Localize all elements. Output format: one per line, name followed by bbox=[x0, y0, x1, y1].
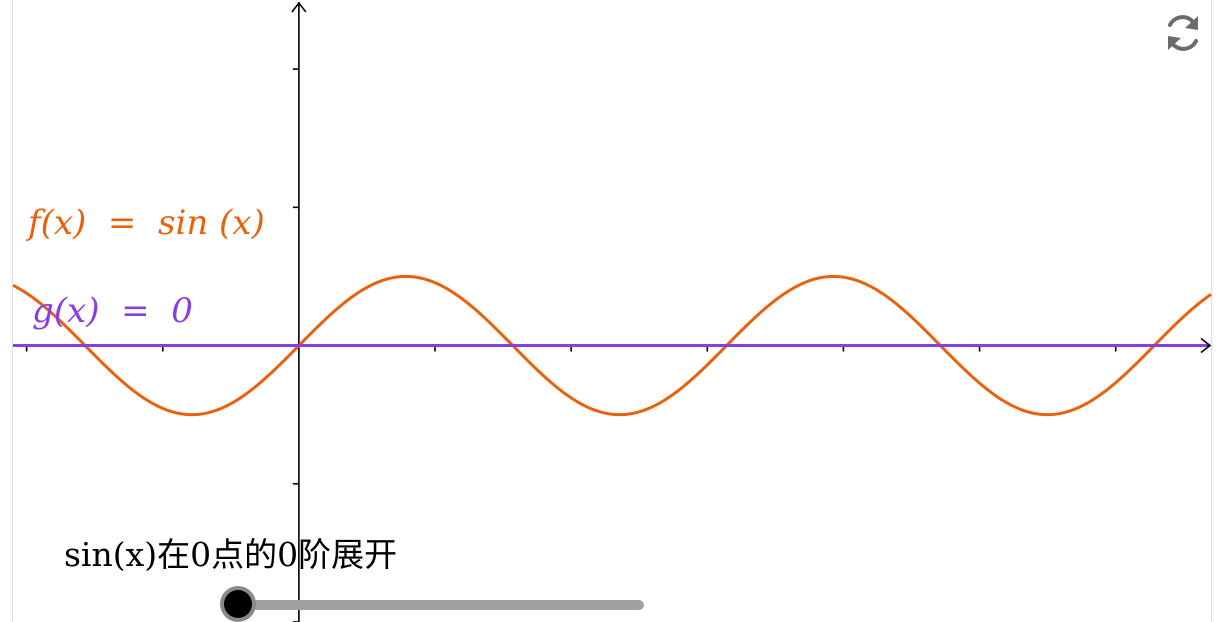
refresh-icon bbox=[1168, 15, 1198, 51]
slider-knob[interactable] bbox=[224, 590, 252, 618]
reset-button[interactable] bbox=[1160, 10, 1206, 56]
f-curve-sin[interactable] bbox=[12, 274, 1212, 417]
f-function-label[interactable]: f(x) = sin (x) bbox=[28, 203, 265, 243]
slider-caption: sin(x)在0点的0阶展开 bbox=[64, 535, 398, 574]
slider-track[interactable] bbox=[238, 600, 644, 610]
y-axis-arrow bbox=[291, 1, 307, 13]
left-border bbox=[12, 0, 13, 622]
right-border bbox=[1211, 0, 1212, 622]
x-axis-arrow bbox=[1200, 337, 1212, 354]
g-function-label[interactable]: g(x) = 0 bbox=[32, 291, 193, 331]
